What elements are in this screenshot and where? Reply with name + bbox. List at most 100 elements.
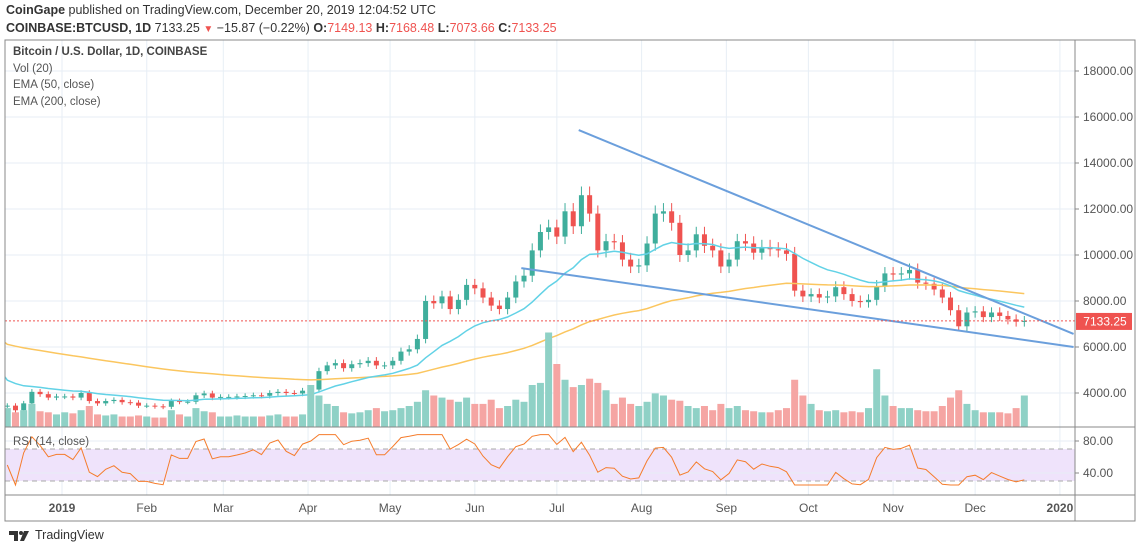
candle-body <box>488 297 494 306</box>
candle <box>95 398 101 406</box>
volume-bar <box>356 412 364 427</box>
volume-bar <box>307 385 315 427</box>
candle <box>37 389 43 397</box>
volume-bar <box>889 406 897 427</box>
candle <box>603 233 609 258</box>
candle-body <box>923 282 929 284</box>
volume-bar <box>446 399 454 427</box>
legend-ema200[interactable]: EMA (200, close) <box>13 95 101 108</box>
candle <box>406 345 412 356</box>
candle-body <box>931 283 937 290</box>
candle-body <box>406 349 412 352</box>
tradingview-brand[interactable]: TradingView <box>8 528 104 542</box>
legend-ema50[interactable]: EMA (50, close) <box>13 79 95 91</box>
volume-bar <box>955 390 963 427</box>
down-triangle-icon: ▼ <box>203 24 214 35</box>
volume-bar <box>364 410 372 427</box>
volume-bar <box>791 379 799 427</box>
candle-body <box>636 265 642 267</box>
x-tick-label: 2020 <box>1047 501 1074 515</box>
volume-bar <box>864 408 872 427</box>
candle-body <box>45 394 51 398</box>
volume-bar <box>61 412 69 427</box>
volume-bar <box>52 414 60 427</box>
candle <box>775 242 781 258</box>
last-price: 7133.25 <box>154 21 200 35</box>
candle-body <box>414 338 420 350</box>
volume-bar <box>676 400 684 427</box>
volume-bar <box>28 403 36 427</box>
candle <box>349 360 355 372</box>
volume-bar <box>725 408 733 427</box>
y-tick-label: 8000.00 <box>1083 294 1127 308</box>
candle <box>677 214 683 262</box>
candle-body <box>349 364 355 369</box>
candle <box>693 226 699 258</box>
x-tick-label: Oct <box>799 501 818 515</box>
candle-body <box>185 401 191 403</box>
candle-body <box>628 259 634 267</box>
candle <box>1013 314 1019 327</box>
candle <box>332 359 338 369</box>
candle <box>611 233 617 250</box>
volume-bar <box>77 410 85 427</box>
x-tick-label: Jul <box>549 501 564 515</box>
volume-bar <box>545 332 553 427</box>
volume-bar <box>618 397 626 427</box>
x-tick-label: Apr <box>299 501 318 515</box>
candle-body <box>70 396 76 398</box>
candle-body <box>423 301 429 339</box>
candle-body <box>816 294 822 298</box>
candle <box>882 267 888 293</box>
volume-bar <box>692 408 700 427</box>
volume-bar <box>290 416 298 427</box>
volume-bar <box>750 411 758 427</box>
legend-volume[interactable]: Vol (20) <box>13 62 53 75</box>
candle-body <box>603 241 609 251</box>
chart-legend: Bitcoin / U.S. Dollar, 1D, COINBASE Vol … <box>13 44 207 110</box>
candle-body <box>742 241 748 244</box>
volume-bar <box>938 406 946 427</box>
candle <box>980 306 986 323</box>
candle <box>800 284 806 303</box>
candle-body <box>505 297 511 310</box>
candle <box>628 252 634 274</box>
volume-bar <box>118 416 126 427</box>
volume-bar <box>635 406 643 427</box>
candle <box>997 307 1003 322</box>
candle-body <box>480 288 486 298</box>
symbol-info: COINBASE:BTCUSD, 1D 7133.25 ▼ −15.87 (−0… <box>6 21 557 35</box>
candle-body <box>956 310 962 327</box>
volume-bar <box>258 416 266 427</box>
candle-body <box>78 393 84 398</box>
candle-body <box>898 273 904 275</box>
last-price-badge <box>1076 312 1132 330</box>
rsi-band <box>5 449 1075 481</box>
candle-body <box>841 287 847 295</box>
legend-rsi[interactable]: RSI (14, close) <box>13 436 90 448</box>
volume-bar <box>602 390 610 427</box>
candle <box>759 239 765 260</box>
y-tick-label: 18000.00 <box>1083 64 1133 78</box>
candle <box>12 403 18 413</box>
volume-bar <box>520 401 528 427</box>
candle-body <box>693 234 699 251</box>
candle <box>898 267 904 281</box>
volume-bar <box>799 395 807 427</box>
candle-body <box>775 249 781 251</box>
volume-bar <box>897 408 905 427</box>
candle <box>414 334 420 354</box>
volume-bar <box>832 410 840 427</box>
candle <box>455 294 461 315</box>
volume-bar <box>315 395 323 427</box>
volume-bar <box>405 406 413 427</box>
candle <box>595 205 601 258</box>
candle <box>193 392 199 405</box>
candle <box>964 307 970 332</box>
x-tick-label: Jun <box>465 501 484 515</box>
trendline-upper <box>578 129 1074 335</box>
y-tick-label: 16000.00 <box>1083 110 1133 124</box>
candle-body <box>529 250 535 276</box>
volume-bar <box>758 412 766 427</box>
